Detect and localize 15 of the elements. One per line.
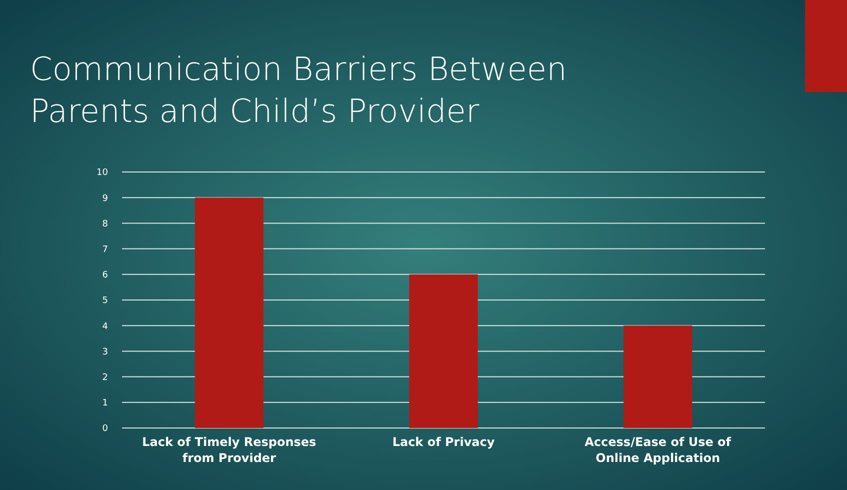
chart-title: Communication Barriers Between Parents and Child’s Provider [30, 50, 567, 130]
y-tick-label: 6 [102, 270, 108, 281]
y-tick-label: 8 [102, 219, 108, 230]
y-tick-label: 10 [96, 168, 108, 178]
x-tick-label: Access/Ease of Use of Online Application [584, 435, 732, 465]
y-tick-label: 4 [102, 322, 108, 332]
y-tick-label: 7 [102, 244, 108, 255]
y-tick-label: 5 [102, 296, 108, 306]
y-tick-label: 9 [102, 194, 108, 204]
y-tick-label: 3 [102, 347, 108, 358]
y-tick-label: 0 [102, 424, 108, 434]
x-tick-label: Lack of Privacy [392, 435, 495, 449]
x-tick-label: Lack of Timely Responses from Provider [142, 435, 316, 465]
y-tick-label: 1 [102, 398, 108, 409]
y-tick-label: 2 [102, 372, 108, 383]
